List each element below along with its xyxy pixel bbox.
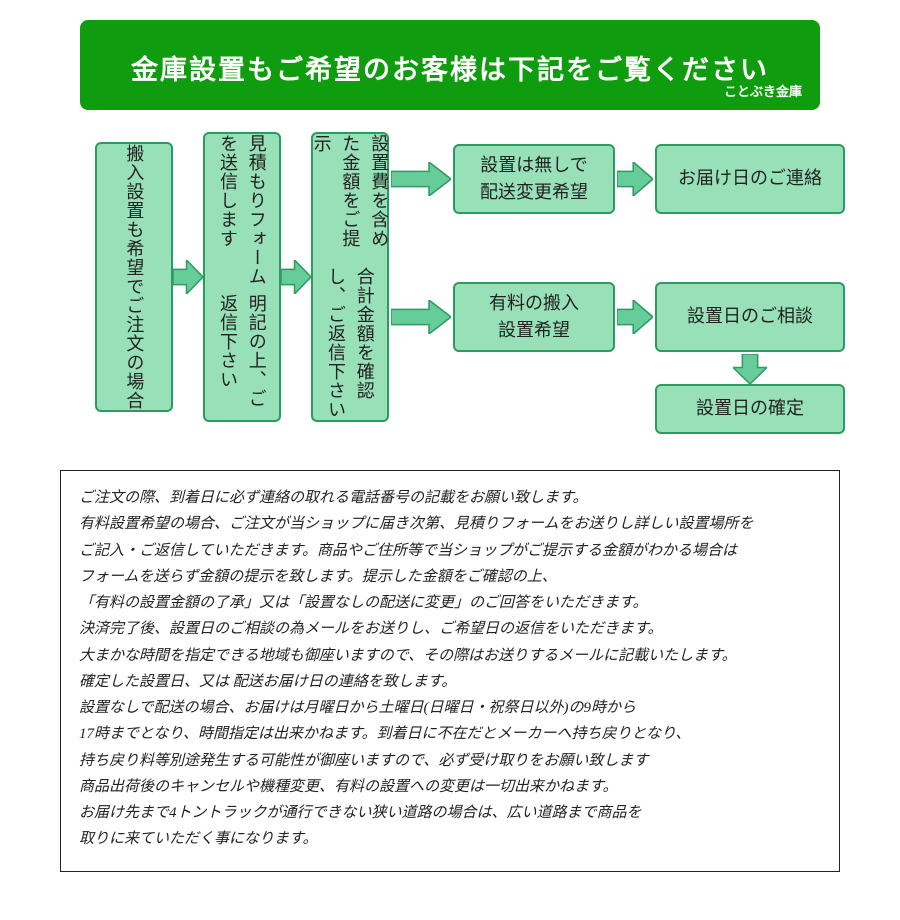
flow-box-6-line1: 有料の搬入 — [489, 292, 579, 315]
flow-box-6-line2: 設置希望 — [498, 319, 570, 342]
banner-subtitle: ことぶき金庫 — [724, 81, 802, 100]
flow-arrow-a7 — [733, 354, 767, 384]
flow-box-5: お届け日のご連絡 — [655, 144, 845, 214]
flow-box-8-line1: 設置日の確定 — [696, 397, 804, 420]
flow-box-1-line1: 搬入設置も希望で — [120, 144, 149, 296]
flow-box-1-line2: ご注文の場合 — [120, 296, 149, 410]
flow-box-4-line1: 設置は無しで — [480, 154, 587, 177]
header-banner: 金庫設置もご希望のお客様は下記をご覧ください ことぶき金庫 — [80, 20, 820, 110]
flow-box-3-line1: 設置費を含めた金額をご提示 — [307, 134, 393, 267]
notes-line: ご記入・ご返信していただきます。商品やご住所等で当ショップがご提示する金額がわか… — [79, 538, 821, 564]
notes-line: 商品出荷後のキャンセルや機種変更、有料の設置への変更は一切出来かねます。 — [79, 774, 821, 800]
notes-line: 有料設置希望の場合、ご注文が当ショップに届き次第、見積りフォームをお送りし詳しい… — [79, 511, 821, 537]
flow-box-7-line1: 設置日のご相談 — [687, 305, 813, 328]
flow-box-6: 有料の搬入 設置希望 — [453, 282, 615, 352]
flow-box-5-line1: お届け日のご連絡 — [678, 167, 822, 190]
notes-line: 設置なしで配送の場合、お届けは月曜日から土曜日(日曜日・祝祭日以外)の9時から — [79, 695, 821, 721]
notes-line: 「有料の設置金額の了承」又は「設置なしの配送に変更」のご回答をいただきます。 — [79, 590, 821, 616]
flow-arrow-a4 — [391, 300, 451, 334]
flow-box-8: 設置日の確定 — [655, 384, 845, 434]
flow-box-2-line2: 明記の上︑ご返信下さい — [213, 294, 271, 420]
flow-box-2: 見積もりフォームを送信します 明記の上︑ご返信下さい — [203, 132, 281, 422]
flow-arrow-a5 — [617, 162, 653, 196]
flowchart: 搬入設置も希望で ご注文の場合 見積もりフォームを送信します 明記の上︑ご返信下… — [95, 132, 840, 452]
flow-box-3: 設置費を含めた金額をご提示 合計金額を確認し︑ご返信下さい — [311, 132, 389, 422]
notes-line: 大まかな時間を指定できる地域も御座いますので、その際はお送りするメールに記載いた… — [79, 643, 821, 669]
flow-arrow-a1 — [173, 260, 203, 294]
flow-box-3-line2: 合計金額を確認し︑ご返信下さい — [321, 267, 379, 420]
flow-arrow-a6 — [617, 300, 653, 334]
banner-title: 金庫設置もご希望のお客様は下記をご覧ください — [80, 48, 820, 87]
notes-line: フォームを送らず金額の提示を致します。提示した金額をご確認の上、 — [79, 564, 821, 590]
notes-line: 持ち戻り料等別途発生する可能性が御座いますので、必ず受け取りをお願い致します — [79, 748, 821, 774]
flow-box-1: 搬入設置も希望で ご注文の場合 — [95, 142, 173, 412]
flow-box-4: 設置は無しで 配送変更希望 — [453, 144, 615, 214]
flow-box-4-line2: 配送変更希望 — [480, 181, 588, 204]
notes-line: ご注文の際、到着日に必ず連絡の取れる電話番号の記載をお願い致します。 — [79, 485, 821, 511]
notes-line: 確定した設置日、又は 配送お届け日の連絡を致します。 — [79, 669, 821, 695]
notes-line: 決済完了後、設置日のご相談の為メールをお送りし、ご希望日の返信をいただきます。 — [79, 616, 821, 642]
notes-line: 取りに来ていただく事になります。 — [79, 826, 821, 852]
notes-panel: ご注文の際、到着日に必ず連絡の取れる電話番号の記載をお願い致します。有料設置希望… — [60, 470, 840, 872]
flow-box-7: 設置日のご相談 — [655, 282, 845, 352]
notes-line: お届け先まで4トントラックが通行できない狭い道路の場合は、広い道路まで商品を — [79, 800, 821, 826]
flow-arrow-a2 — [281, 260, 311, 294]
flow-box-2-line1: 見積もりフォームを送信します — [213, 134, 271, 294]
flow-arrow-a3 — [391, 162, 451, 196]
notes-line: 17時までとなり、時間指定は出来かねます。到着日に不在だとメーカーへ持ち戻りとな… — [79, 721, 821, 747]
